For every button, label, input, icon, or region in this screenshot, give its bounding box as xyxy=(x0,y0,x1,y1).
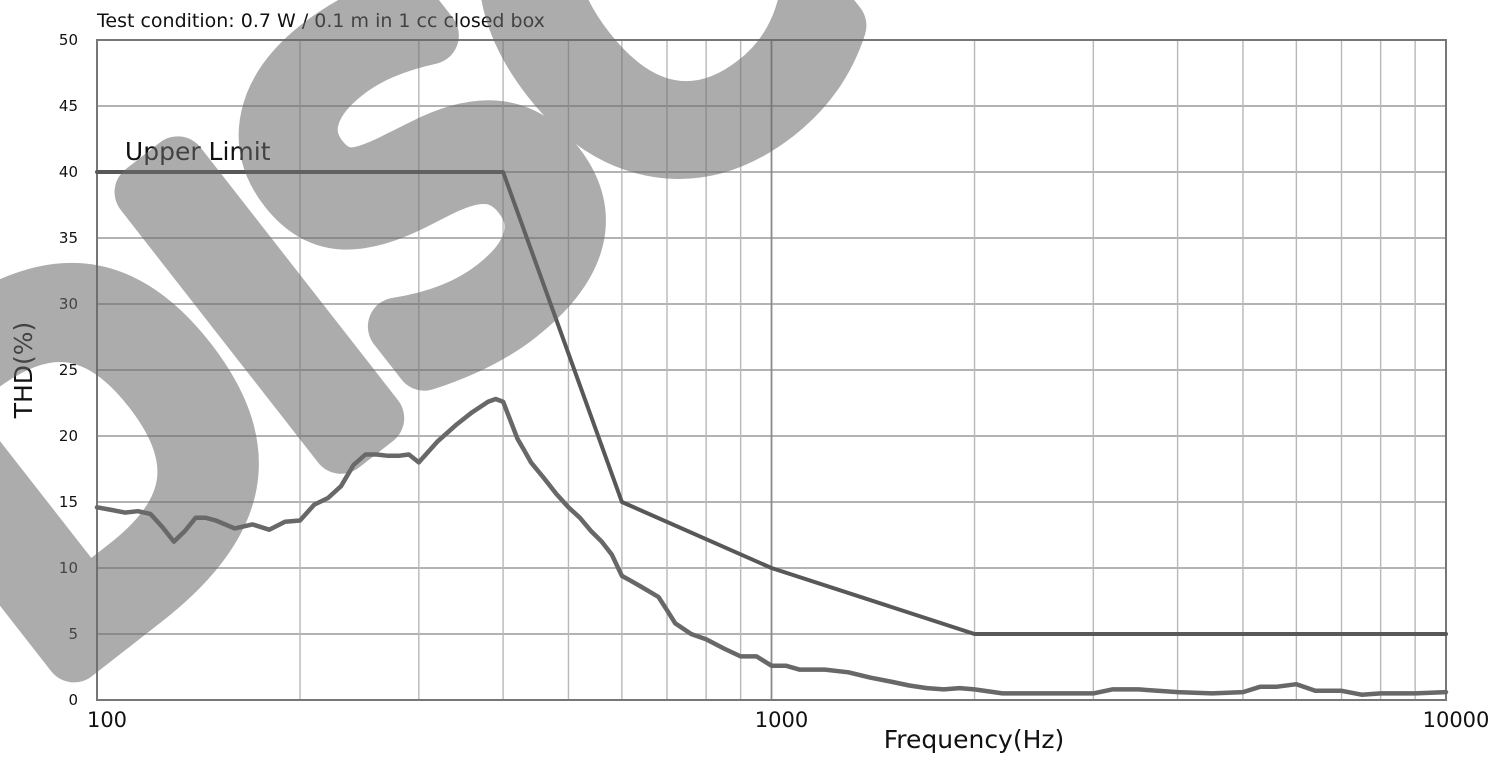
chart-subtitle: Test condition: 0.7 W / 0.1 m in 1 cc cl… xyxy=(96,10,545,32)
y-tick-labels: 0 5 10 15 20 25 30 35 40 45 50 xyxy=(59,31,78,709)
y-tick-label: 45 xyxy=(59,97,78,115)
x-tick-label: 100 xyxy=(87,708,127,732)
y-tick-label: 30 xyxy=(59,295,78,313)
upper-limit-label: Upper Limit xyxy=(125,137,271,166)
series-upper-limit-line xyxy=(95,170,1448,636)
plot-frame xyxy=(96,39,1447,701)
y-axis-label: THD(%) xyxy=(9,322,38,420)
y-tick-label: 5 xyxy=(68,625,78,643)
y-tick-label: 15 xyxy=(59,493,78,511)
series-group xyxy=(94,170,1449,697)
y-tick-label: 0 xyxy=(68,691,78,709)
series-measured-line xyxy=(94,396,1449,697)
y-tick-label: 50 xyxy=(59,31,78,49)
x-tick-label: 1000 xyxy=(755,708,808,732)
x-tick-labels: 100 1000 10000 xyxy=(87,708,1489,732)
y-tick-label: 35 xyxy=(59,229,78,247)
y-tick-label: 20 xyxy=(59,427,78,445)
y-tick-label: 25 xyxy=(59,361,78,379)
watermark-letters: DISCO xyxy=(0,0,1237,758)
watermark: DISCO xyxy=(0,0,1237,758)
x-axis-label: Frequency(Hz) xyxy=(884,725,1065,754)
x-tick-label: 10000 xyxy=(1423,708,1490,732)
y-tick-label: 10 xyxy=(59,559,78,577)
y-tick-label: 40 xyxy=(59,163,78,181)
